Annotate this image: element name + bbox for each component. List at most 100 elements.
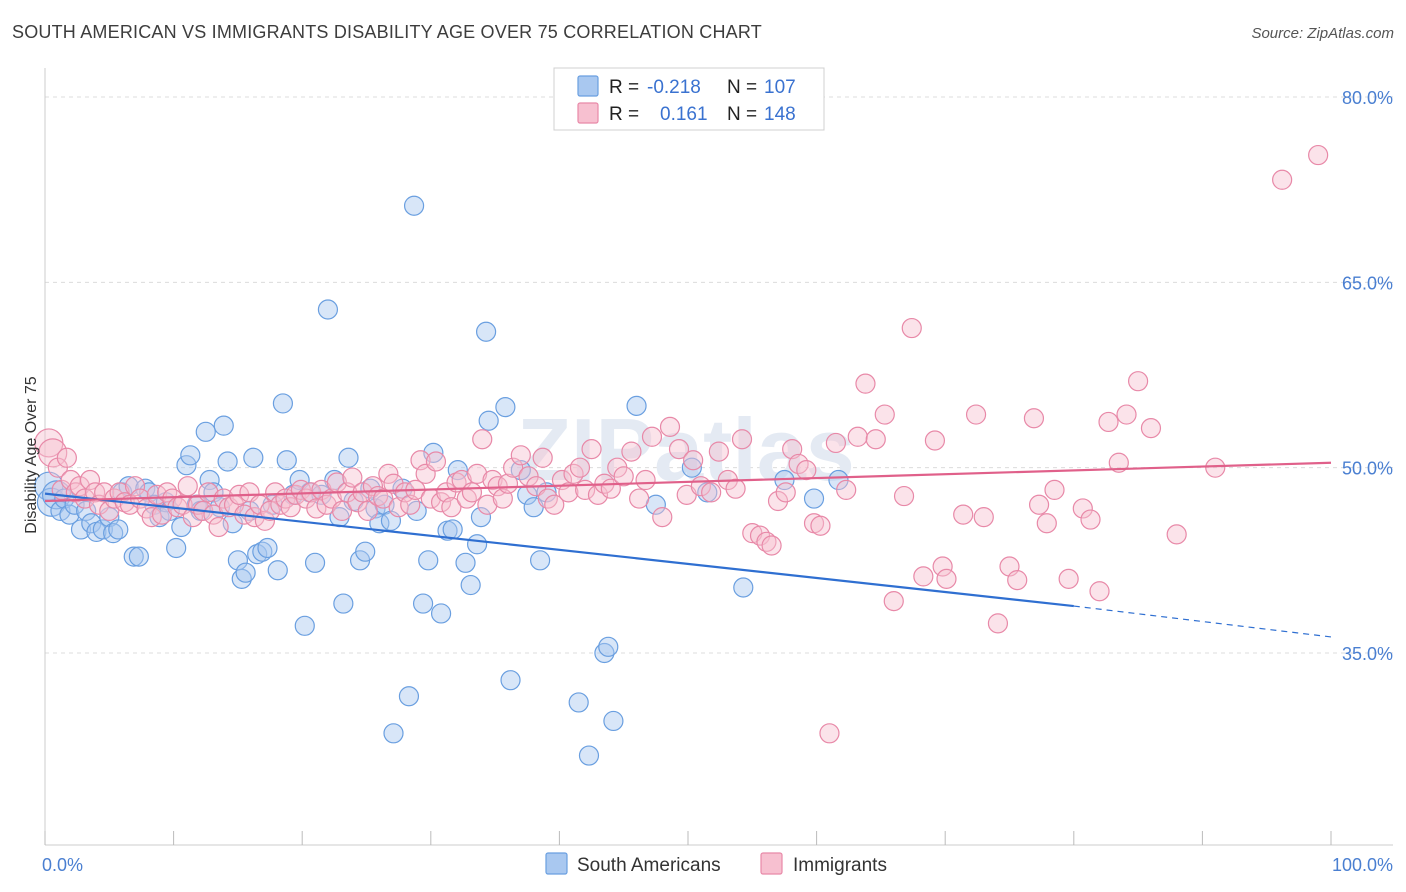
data-point — [333, 593, 354, 614]
data-point — [603, 710, 624, 732]
y-axis-title: Disability Age Over 75 — [23, 376, 40, 534]
data-point — [430, 492, 452, 513]
data-point — [166, 537, 187, 559]
data-point — [430, 603, 452, 624]
data-point — [987, 613, 1009, 634]
data-point — [475, 321, 497, 342]
data-point — [94, 482, 115, 503]
data-point — [613, 466, 634, 487]
data-point — [558, 482, 579, 503]
data-point — [280, 497, 301, 518]
data-point — [782, 439, 803, 460]
data-point — [38, 438, 68, 468]
data-point — [265, 482, 286, 503]
data-point — [683, 450, 704, 471]
y-tick-label: 65.0% — [1342, 273, 1393, 293]
data-point — [1098, 411, 1119, 433]
data-point — [403, 195, 425, 216]
data-point — [874, 404, 895, 425]
data-point — [932, 556, 953, 577]
data-point — [235, 562, 256, 583]
axes: 35.0% 50.0% 65.0% 80.0% 0.0% 100.0% — [42, 68, 1393, 875]
data-point — [532, 447, 553, 468]
legend-r-value: -0.218 — [647, 77, 701, 98]
data-point — [775, 482, 796, 503]
x-tick-label: 100.0% — [1332, 855, 1393, 875]
data-point — [825, 432, 846, 454]
data-point — [472, 429, 493, 450]
data-point — [195, 421, 216, 442]
legend-swatch-south-americans — [545, 852, 568, 875]
data-point — [1166, 524, 1187, 545]
data-point — [247, 544, 268, 565]
data-point — [503, 457, 524, 478]
data-point — [373, 488, 394, 509]
data-point — [259, 500, 281, 522]
data-point — [56, 447, 77, 468]
data-point — [578, 745, 600, 766]
data-point — [342, 467, 363, 488]
data-point — [128, 546, 149, 567]
data-point — [398, 686, 420, 707]
data-point — [357, 500, 378, 522]
legend-label-south-americans: South Americans — [577, 855, 721, 876]
data-point — [973, 506, 994, 528]
data-point — [668, 439, 690, 460]
legend-swatch-immigrants — [760, 852, 783, 875]
data-point — [594, 642, 615, 664]
y-tick-label: 50.0% — [1342, 459, 1393, 479]
data-point — [378, 463, 399, 484]
data-point — [569, 457, 591, 478]
data-point — [761, 535, 782, 556]
data-point — [243, 447, 264, 468]
data-point — [1080, 509, 1101, 530]
data-point — [442, 519, 463, 540]
data-point — [177, 476, 198, 497]
data-point — [257, 537, 278, 559]
data-point — [1108, 452, 1129, 473]
data-point — [231, 568, 252, 589]
data-point — [1272, 169, 1293, 190]
data-point — [681, 457, 702, 478]
data-point — [708, 441, 729, 462]
data-point — [510, 445, 531, 466]
data-point — [272, 393, 294, 414]
legend-n-label: N = — [727, 77, 757, 98]
legend-n-value: 107 — [764, 77, 796, 98]
data-point — [460, 574, 481, 596]
x-tick-label: 0.0% — [42, 855, 83, 875]
data-point — [331, 500, 353, 522]
legend-frame — [553, 67, 825, 131]
data-point — [425, 451, 447, 472]
data-point — [294, 615, 315, 636]
data-point — [317, 299, 339, 320]
y-tick-label: 35.0% — [1342, 644, 1393, 664]
trend-line-extension — [1073, 605, 1332, 638]
data-point — [478, 410, 499, 431]
data-point — [79, 469, 101, 491]
data-point — [568, 692, 589, 713]
data-point — [626, 395, 647, 416]
data-point — [803, 488, 825, 509]
data-point — [855, 373, 876, 394]
data-point — [819, 723, 840, 744]
data-point — [495, 397, 516, 418]
trend-line — [44, 461, 1332, 503]
data-point — [267, 560, 288, 581]
data-point — [1044, 479, 1065, 501]
data-point — [725, 478, 746, 499]
data-point — [455, 552, 476, 573]
series-legend: South Americans Immigrants — [545, 852, 887, 876]
data-point — [304, 552, 326, 573]
data-point — [731, 429, 753, 450]
data-point — [621, 441, 642, 462]
data-point — [276, 450, 297, 471]
data-point — [847, 426, 868, 447]
data-point — [446, 472, 467, 493]
data-point — [1308, 144, 1329, 166]
data-point — [180, 445, 201, 466]
data-point — [652, 506, 673, 528]
legend-r-label: R = — [609, 104, 639, 125]
data-point — [701, 482, 722, 503]
